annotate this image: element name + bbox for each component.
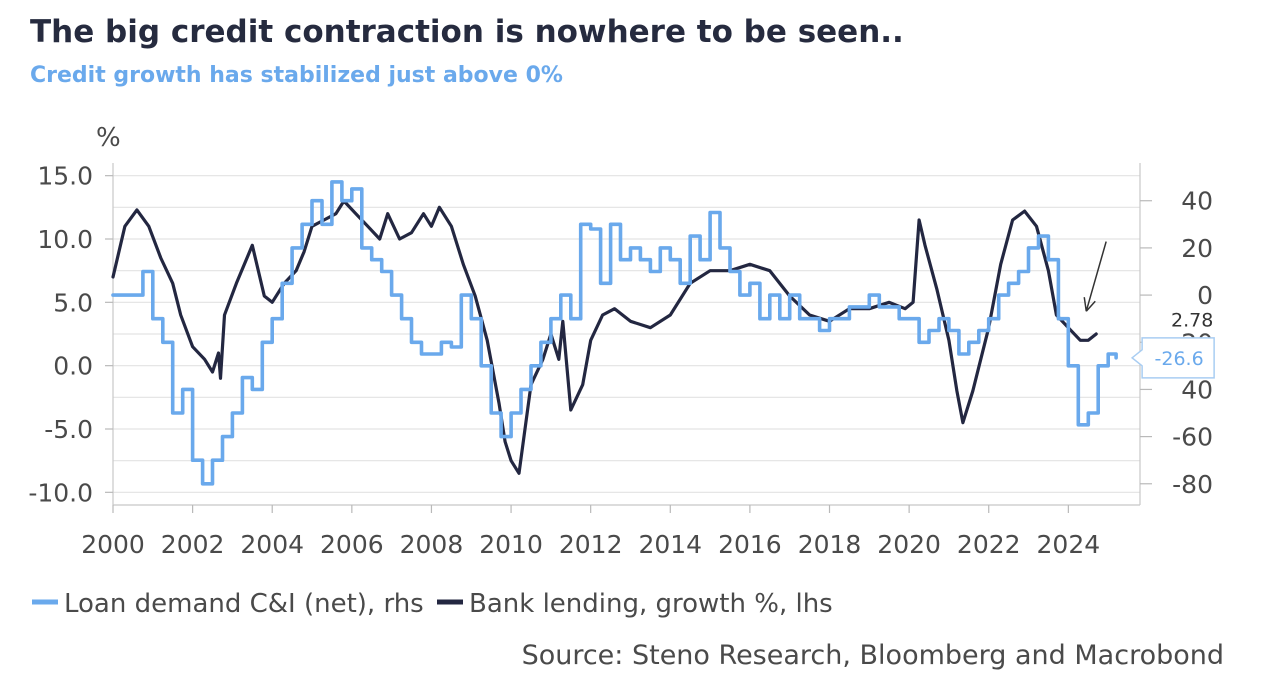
x-tick-label: 2004	[240, 530, 304, 559]
right-tick-label: -60	[1172, 423, 1213, 452]
annotations: 2.78 -26.6	[1083, 241, 1215, 379]
grid-lines	[113, 175, 1140, 493]
series	[111, 180, 1118, 486]
x-tick-label: 2010	[479, 530, 543, 559]
pointer-arrow	[1085, 241, 1107, 312]
x-tick-label: 2020	[877, 530, 941, 559]
left-axis-unit: %	[96, 123, 121, 153]
loan-demand-end-label: -26.6	[1155, 348, 1204, 370]
x-tick-label: 2024	[1037, 530, 1101, 559]
x-tick-label: 2008	[400, 530, 464, 559]
right-tick-label: 20	[1181, 234, 1213, 263]
left-tick-label: 10.0	[37, 225, 93, 254]
left-tick-label: 0.0	[53, 352, 93, 381]
pointer-arrowhead	[1083, 297, 1096, 312]
legend-label-loan-demand: Loan demand C&I (net), rhs	[64, 589, 424, 619]
loan-demand-callout-box	[1130, 337, 1215, 379]
left-tick-label: -10.0	[28, 478, 93, 507]
source-note: Source: Steno Research, Bloomberg and Ma…	[521, 640, 1224, 671]
right-tick-label: -80	[1172, 470, 1213, 499]
legend: Loan demand C&I (net), rhs Bank lending, …	[32, 589, 833, 619]
legend-label-bank-lending: Bank lending, growth %, lhs	[469, 589, 833, 619]
loan-demand-line	[111, 180, 1118, 486]
x-tick-label: 2000	[81, 530, 145, 559]
bank-lending-line	[111, 199, 1098, 475]
left-tick-label: 5.0	[53, 288, 93, 317]
axes: %15.0 10.0 5.0 0.0 -5.0 -10.0 40 2002 0 40 -60 -80 2…	[28, 123, 1213, 559]
bank-lending-end-label: 2.78	[1171, 309, 1213, 331]
right-tick-label: 0	[1197, 281, 1213, 310]
chart-title: The big credit contraction is nowhere to…	[30, 14, 904, 50]
x-tick-label: 2018	[798, 530, 862, 559]
x-tick-label: 2006	[320, 530, 384, 559]
x-tick-label: 2002	[161, 530, 225, 559]
left-tick-label: -5.0	[44, 415, 93, 444]
chart-subtitle: Credit growth has stabilized just above …	[30, 63, 563, 88]
right-tick-label: 40	[1181, 375, 1213, 404]
left-tick-label: 15.0	[37, 162, 93, 191]
x-tick-label: 2016	[718, 530, 782, 559]
x-tick-label: 2014	[638, 530, 702, 559]
x-tick-label: 2022	[957, 530, 1021, 559]
right-tick-label: 40	[1181, 187, 1213, 216]
x-tick-label: 2012	[559, 530, 623, 559]
